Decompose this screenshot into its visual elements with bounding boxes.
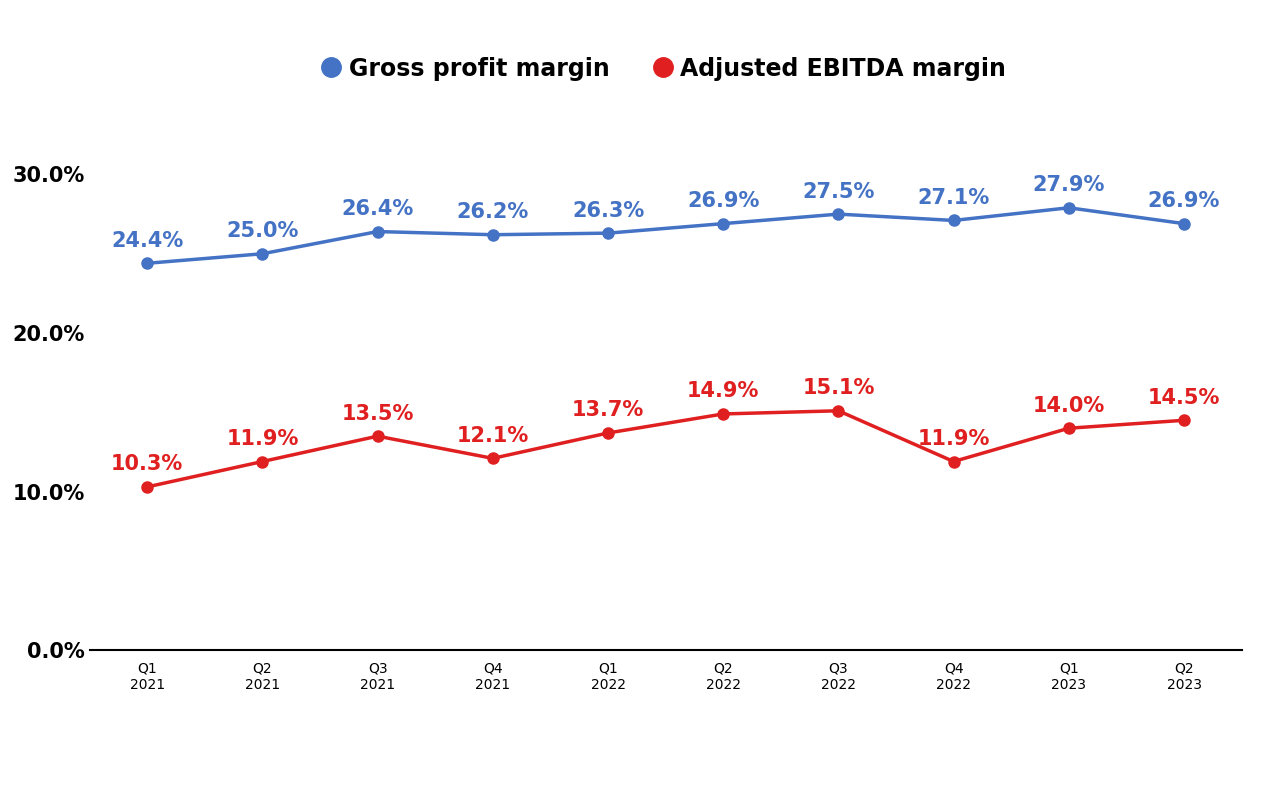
Text: 27.1%: 27.1% bbox=[918, 188, 989, 208]
Text: 26.9%: 26.9% bbox=[687, 191, 759, 211]
Text: 12.1%: 12.1% bbox=[457, 426, 529, 446]
Text: 14.9%: 14.9% bbox=[687, 381, 759, 401]
Gross profit margin bbox=[1061, 203, 1076, 213]
Text: 27.5%: 27.5% bbox=[803, 182, 874, 201]
Gross profit margin bbox=[140, 259, 155, 268]
Text: 11.9%: 11.9% bbox=[918, 429, 989, 449]
Text: 13.7%: 13.7% bbox=[572, 400, 644, 420]
Text: 24.4%: 24.4% bbox=[111, 231, 183, 251]
Adjusted EBITDA margin bbox=[600, 428, 616, 438]
Adjusted EBITDA margin bbox=[255, 457, 270, 466]
Adjusted EBITDA margin bbox=[370, 431, 385, 441]
Adjusted EBITDA margin bbox=[1061, 423, 1076, 433]
Adjusted EBITDA margin bbox=[1176, 416, 1192, 425]
Text: 14.5%: 14.5% bbox=[1148, 388, 1220, 408]
Text: 26.2%: 26.2% bbox=[457, 202, 529, 222]
Text: 26.4%: 26.4% bbox=[342, 199, 413, 219]
Gross profit margin bbox=[946, 216, 961, 225]
Text: 13.5%: 13.5% bbox=[342, 404, 413, 423]
Text: 14.0%: 14.0% bbox=[1033, 396, 1105, 416]
Gross profit margin bbox=[255, 249, 270, 259]
Line: Gross profit margin: Gross profit margin bbox=[142, 202, 1189, 269]
Adjusted EBITDA margin bbox=[716, 409, 731, 419]
Adjusted EBITDA margin bbox=[946, 457, 961, 466]
Text: 11.9%: 11.9% bbox=[227, 429, 298, 449]
Legend: Gross profit margin, Adjusted EBITDA margin: Gross profit margin, Adjusted EBITDA mar… bbox=[316, 48, 1015, 90]
Gross profit margin bbox=[370, 227, 385, 236]
Adjusted EBITDA margin bbox=[140, 482, 155, 492]
Text: 15.1%: 15.1% bbox=[803, 378, 874, 398]
Text: 27.9%: 27.9% bbox=[1033, 175, 1105, 195]
Text: 26.3%: 26.3% bbox=[572, 201, 644, 220]
Adjusted EBITDA margin bbox=[831, 406, 846, 416]
Line: Adjusted EBITDA margin: Adjusted EBITDA margin bbox=[142, 405, 1189, 492]
Text: 26.9%: 26.9% bbox=[1148, 191, 1220, 211]
Adjusted EBITDA margin bbox=[485, 454, 500, 463]
Gross profit margin bbox=[485, 230, 500, 239]
Gross profit margin bbox=[716, 219, 731, 228]
Text: 25.0%: 25.0% bbox=[227, 221, 298, 241]
Gross profit margin bbox=[831, 209, 846, 219]
Gross profit margin bbox=[600, 228, 616, 238]
Gross profit margin bbox=[1176, 219, 1192, 228]
Text: 10.3%: 10.3% bbox=[111, 454, 183, 474]
